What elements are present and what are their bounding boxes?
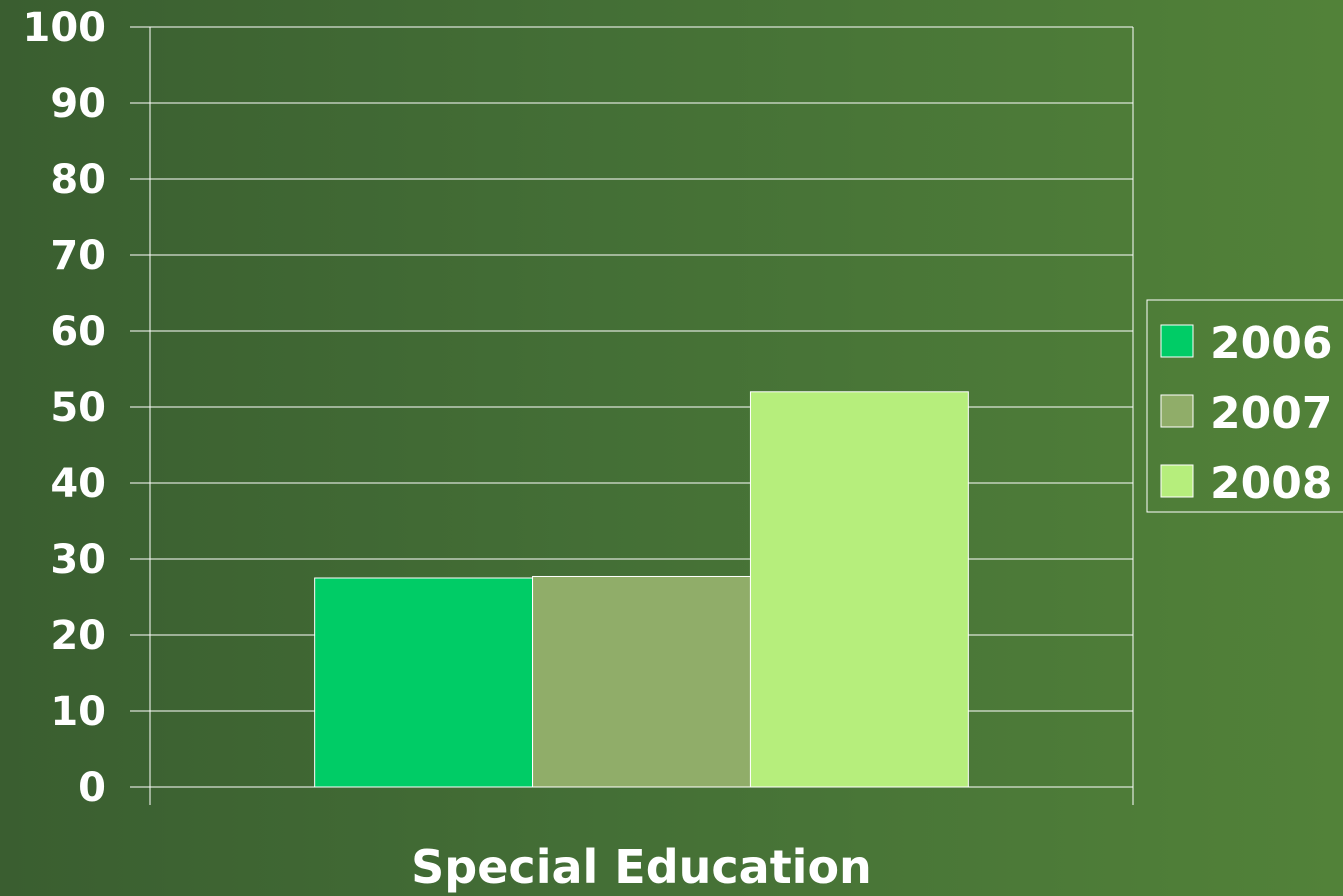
bars [314,391,969,788]
y-axis-tick-labels: 0 10 20 30 40 50 60 70 80 90 100 [23,5,107,811]
legend-label-2007: 2007 [1210,388,1332,439]
legend-swatch-2008 [1160,464,1194,498]
x-axis-category-labels: Special Education [411,840,872,894]
axes [130,26,1134,805]
y-tick-label: 70 [50,233,106,279]
y-tick-label: 10 [50,689,106,735]
legend: 2006 2007 2008 [1146,299,1343,513]
x-category-label: Special Education [411,840,872,894]
legend-label-2008: 2008 [1210,458,1332,509]
y-tick-label: 100 [23,5,107,51]
bar-2008 [749,391,969,788]
legend-box [1146,299,1343,513]
legend-swatch-2007 [1160,394,1194,428]
y-tick-label: 30 [50,537,106,583]
legend-label-2006: 2006 [1210,318,1332,369]
bar-2006 [314,577,534,788]
y-tick-label: 60 [50,309,106,355]
y-tick-label: 40 [50,461,106,507]
gridlines [150,26,1133,788]
y-tick-label: 20 [50,613,106,659]
bar-2007 [532,575,751,788]
y-tick-label: 50 [50,385,106,431]
y-tick-label: 0 [78,765,106,811]
y-tick-label: 80 [50,157,106,203]
legend-swatch-2006 [1160,324,1194,358]
y-tick-label: 90 [50,81,106,127]
